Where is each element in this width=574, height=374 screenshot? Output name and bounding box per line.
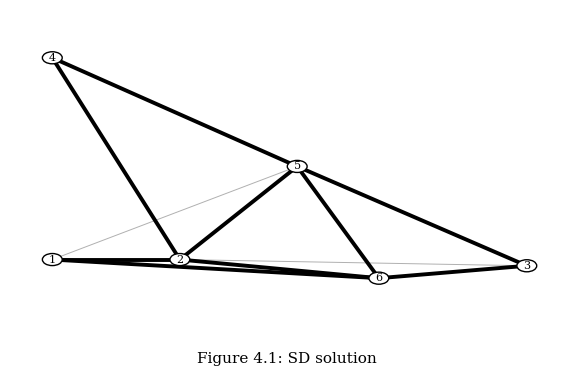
Circle shape (42, 254, 62, 266)
Circle shape (517, 260, 537, 272)
Text: 2: 2 (176, 255, 184, 264)
Circle shape (42, 52, 62, 64)
Text: 3: 3 (523, 261, 530, 271)
Text: 5: 5 (294, 162, 301, 171)
Text: Figure 4.1: SD solution: Figure 4.1: SD solution (197, 352, 377, 366)
Text: 4: 4 (49, 53, 56, 63)
Text: 1: 1 (49, 255, 56, 264)
Circle shape (170, 254, 190, 266)
Circle shape (287, 160, 307, 172)
Text: 6: 6 (375, 273, 382, 283)
Circle shape (369, 272, 389, 284)
